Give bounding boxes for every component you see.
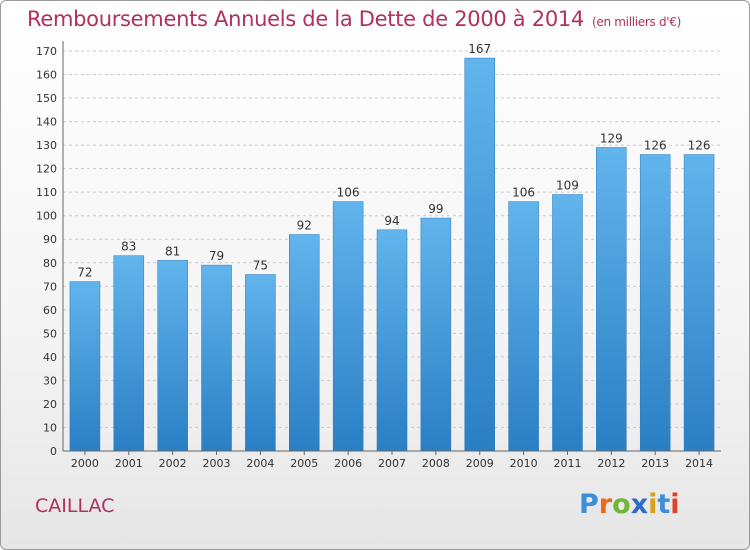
y-tick-label: 0 [50,445,57,458]
data-label-2010: 106 [512,186,535,200]
y-tick-label: 70 [43,280,57,293]
bar-2009 [464,57,495,452]
x-tick-label-2003: 2003 [203,457,231,470]
y-tick-label: 10 [43,421,57,434]
bar-2000 [69,281,101,452]
y-tick-label: 160 [36,69,57,82]
data-label-2006: 106 [337,186,360,200]
y-tick-label: 170 [36,45,57,58]
x-tick-label-2005: 2005 [290,457,318,470]
bar-2003 [201,264,232,452]
y-tick-label: 130 [36,139,57,152]
proxiti-logo[interactable]: Proxiti [579,489,680,520]
y-axis-tick-labels: 0 10 20 30 40 50 60 70 80 90 100 110 120 130 140 150 160… [36,45,57,458]
data-label-2005: 92 [297,219,312,233]
axes [62,41,721,452]
bar-2014 [683,154,715,452]
data-label-2008: 99 [428,202,443,216]
y-tick-label: 20 [43,398,57,411]
y-tick-label: 80 [43,257,57,270]
bar-2011 [552,194,583,452]
logo-letter: i [670,489,680,520]
data-label-2014: 126 [688,139,711,153]
data-labels: 72 83 81 79 75 92 106 94 99 167 106 109 129 126 126 [77,42,710,280]
bar-2002 [157,260,188,452]
y-tick-label: 110 [36,186,57,199]
logo-letter: P [579,489,599,520]
x-axis-tick-labels: 2000 2001 2002 2003 2004 2005 2006 2007 2008 2009… [71,451,713,470]
x-tick-label-2008: 2008 [422,457,450,470]
x-tick-label-2000: 2000 [71,457,99,470]
bar-2008 [420,217,452,452]
data-label-2003: 79 [209,249,224,263]
logo-letter: t [657,489,671,520]
data-label-2007: 94 [384,214,399,228]
bars [69,57,715,452]
x-tick-label-2007: 2007 [378,457,406,470]
x-tick-label-2004: 2004 [246,457,274,470]
y-tick-label: 40 [43,351,57,364]
bar-2012 [596,147,627,452]
bar-2013 [639,154,671,452]
y-tick-label: 100 [36,210,57,223]
chart-title: Remboursements Annuels de la Dette de 20… [27,7,681,31]
data-label-2001: 83 [121,240,136,254]
y-tick-label: 90 [43,233,57,246]
chart-title-text: Remboursements Annuels de la Dette de 20… [27,7,584,31]
logo-letter: o [612,489,631,520]
x-tick-label-2011: 2011 [553,457,581,470]
bar-2007 [376,229,408,452]
data-label-2011: 109 [556,179,579,193]
x-tick-label-2009: 2009 [466,457,494,470]
x-tick-label-2010: 2010 [510,457,538,470]
data-label-2013: 126 [644,139,667,153]
commune-name: CAILLAC [35,495,115,517]
bar-2010 [508,201,539,452]
logo-letter: r [598,489,613,520]
bar-2006 [332,201,364,452]
logo-letter: i [648,489,658,520]
bar-2005 [289,234,320,452]
x-tick-label-2001: 2001 [115,457,143,470]
data-label-2009: 167 [468,42,491,56]
y-tick-label: 60 [43,304,57,317]
x-tick-label-2014: 2014 [685,457,713,470]
y-tick-label: 30 [43,374,57,387]
y-tick-label: 120 [36,163,57,176]
x-tick-label-2013: 2013 [641,457,669,470]
y-tick-label: 150 [36,92,57,105]
logo-letter: x [630,489,649,520]
data-label-2004: 75 [253,259,268,273]
x-tick-label-2002: 2002 [159,457,187,470]
x-tick-label-2012: 2012 [597,457,625,470]
data-label-2000: 72 [77,266,92,280]
x-tick-label-2006: 2006 [334,457,362,470]
y-tick-label: 140 [36,116,57,129]
chart-subtitle: (en milliers d'€) [592,15,682,29]
bar-2001 [113,255,145,452]
bar-2004 [245,274,276,452]
data-label-2012: 129 [600,131,623,145]
data-label-2002: 81 [165,244,180,258]
y-tick-label: 50 [43,327,57,340]
